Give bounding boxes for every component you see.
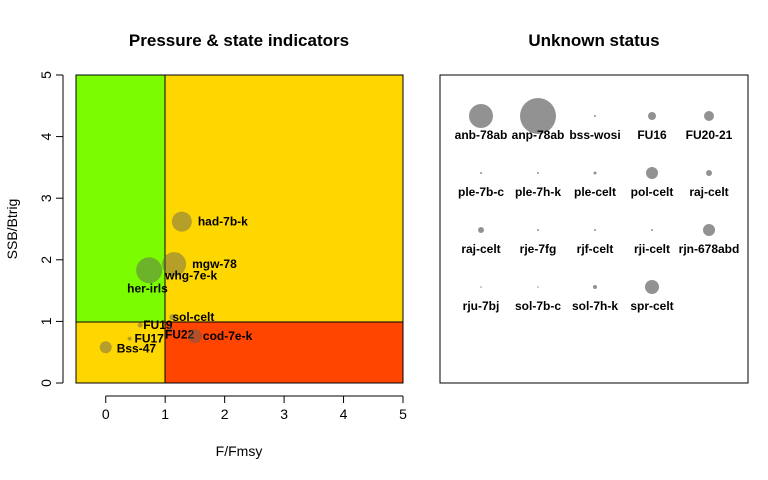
point-label: ple-7h-k (515, 185, 561, 199)
point-label: spr-celt (630, 299, 673, 313)
point-label: FU16 (637, 128, 667, 142)
point-label: raj-celt (689, 185, 728, 199)
x-tick-label: 4 (340, 406, 348, 422)
point-pol-celt (646, 167, 658, 179)
point-FU19 (137, 322, 143, 328)
y-tick-label: 5 (38, 71, 54, 79)
point-label: whg-7e-k (164, 268, 217, 282)
point-label: rjf-celt (577, 242, 614, 256)
zone-3 (165, 321, 403, 383)
point-label: rje-7fg (520, 242, 557, 256)
y-tick-label: 2 (38, 256, 54, 264)
left-points: had-7b-kmgw-78whg-7e-kher-irlssol-celtFU… (99, 211, 253, 355)
point-had-7b-k (171, 211, 192, 232)
point-label: cod-7e-k (203, 329, 253, 343)
point-sol-celt (169, 314, 176, 321)
left-chart-title: Pressure & state indicators (129, 31, 349, 50)
point-label: rju-7bj (463, 299, 500, 313)
point-label: FU17 (135, 332, 165, 346)
point-FU17 (127, 336, 132, 341)
y-tick-label: 4 (38, 132, 54, 140)
point-whg-7e-k (136, 257, 163, 284)
point-rji-celt (651, 229, 653, 231)
unknown-status-panel: Unknown status anb-78ab anp-78ab bss-wosi F… (439, 31, 749, 384)
point-label: ple-7b-c (458, 185, 504, 199)
point-label: her-irls (127, 281, 168, 295)
x-axis-label: F/Fmsy (216, 443, 263, 459)
point-Bss-47 (99, 341, 112, 354)
point-label: rji-celt (634, 242, 670, 256)
point-FU20-21 (704, 111, 714, 121)
right-chart-title: Unknown status (528, 31, 659, 50)
point-label: raj-celt (461, 242, 500, 256)
point-FU22 (166, 326, 173, 333)
x-tick-label: 1 (161, 406, 169, 422)
point-rjn-678abd (703, 224, 715, 236)
left-plot-frame (75, 74, 404, 384)
point-rje-7fg (537, 229, 539, 231)
point-label: Bss-47 (117, 341, 157, 355)
x-tick-label: 0 (102, 406, 110, 422)
point-raj-celt (478, 227, 484, 233)
point-anb-78ab (469, 104, 493, 128)
x-tick-label: 3 (280, 406, 288, 422)
point-bss-wosi (594, 115, 596, 117)
point-ple-celt (593, 171, 597, 175)
y-tick-label: 0 (38, 379, 54, 387)
y-tick-label: 3 (38, 194, 54, 202)
zone-2 (76, 321, 166, 383)
point-spr-celt (645, 280, 659, 294)
point-label: bss-wosi (569, 128, 620, 142)
point-label: rjn-678abd (679, 242, 740, 256)
point-rjf-celt (594, 229, 596, 231)
point-label: FU22 (165, 327, 195, 341)
point-anp-78ab (520, 98, 556, 134)
y-axis-label: SSB/Btrig (4, 199, 20, 260)
point-label: ple-celt (574, 185, 616, 199)
point-label: mgw-78 (192, 257, 237, 271)
zone-1 (165, 75, 403, 322)
point-label: sol-7h-k (572, 299, 618, 313)
point-label: sol-7b-c (515, 299, 561, 313)
x-axis: 0 1 2 3 4 5 (102, 395, 407, 422)
point-mgw-78 (162, 252, 187, 277)
y-tick-label: 1 (38, 317, 54, 325)
zone-0 (76, 75, 166, 322)
point-FU16 (648, 112, 656, 120)
y-axis: 0 1 2 3 4 5 (38, 71, 64, 387)
right-plot-frame (439, 74, 749, 384)
point-label: anp-78ab (512, 128, 565, 142)
point-cod-7e-k (187, 329, 202, 344)
point-sol-7h-k (593, 285, 597, 289)
point-label: FU19 (143, 318, 173, 332)
point-label: pol-celt (631, 185, 674, 199)
pressure-state-panel: Pressure & state indicators 0 1 2 3 4 5 0 1 2 3 4… (4, 31, 407, 459)
point-ple-7h-k (537, 172, 539, 174)
point-raj-celt (706, 170, 712, 176)
x-tick-label: 5 (399, 406, 407, 422)
zones (76, 75, 403, 383)
point-rju-7bj (480, 286, 482, 288)
point-label: FU20-21 (686, 128, 733, 142)
right-points: anb-78ab anp-78ab bss-wosi FU16 FU20-21 ple-7… (455, 98, 740, 313)
point-label: anb-78ab (455, 128, 508, 142)
x-tick-label: 2 (221, 406, 229, 422)
point-label: sol-celt (172, 310, 214, 324)
point-sol-7b-c (537, 286, 539, 288)
point-label: had-7b-k (198, 215, 248, 229)
point-ple-7b-c (480, 172, 482, 174)
